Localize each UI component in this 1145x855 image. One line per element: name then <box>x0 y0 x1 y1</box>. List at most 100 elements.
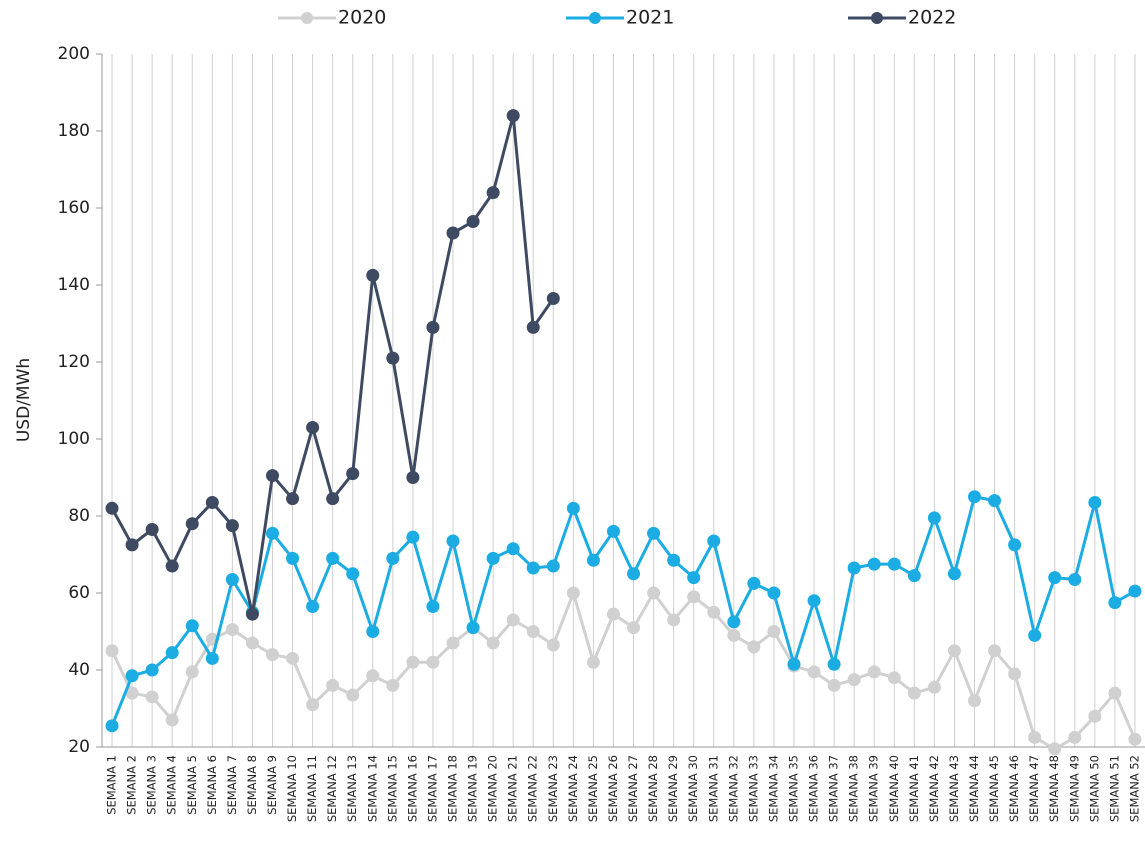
data-point <box>847 673 861 687</box>
x-tick-label: SEMANA 33 <box>746 755 760 822</box>
data-point <box>1108 596 1122 610</box>
x-tick-label: SEMANA 44 <box>967 755 981 822</box>
data-point <box>326 551 340 565</box>
y-tick-label: 80 <box>68 506 90 526</box>
data-point <box>406 530 420 544</box>
x-tick-label: SEMANA 36 <box>807 755 821 822</box>
data-point <box>907 569 921 583</box>
x-tick-label: SEMANA 29 <box>666 755 680 822</box>
data-point <box>1108 686 1122 700</box>
x-tick-label: SEMANA 46 <box>1007 755 1021 822</box>
y-tick-label: 120 <box>58 352 90 372</box>
data-point <box>486 186 500 200</box>
data-point <box>927 511 941 525</box>
x-tick-label: SEMANA 48 <box>1047 755 1061 822</box>
data-point <box>606 524 620 538</box>
data-point <box>647 526 661 540</box>
x-tick-label: SEMANA 50 <box>1087 755 1101 822</box>
series-line <box>110 591 1137 751</box>
data-point <box>346 467 360 481</box>
data-point <box>105 501 119 515</box>
x-tick-label: SEMANA 14 <box>365 755 379 822</box>
data-point <box>286 492 300 506</box>
data-point <box>225 519 239 533</box>
x-tick-label: SEMANA 49 <box>1067 755 1081 822</box>
data-point <box>947 644 961 658</box>
data-point <box>286 551 300 565</box>
data-point <box>286 651 300 665</box>
data-point <box>907 686 921 700</box>
legend-marker <box>589 12 601 24</box>
data-point <box>1008 538 1022 552</box>
y-axis-label: USD/MWh <box>14 358 34 442</box>
y-tick-label: 160 <box>58 198 90 218</box>
x-tick-label: SEMANA 30 <box>686 755 700 822</box>
x-tick-label: SEMANA 20 <box>486 755 500 822</box>
data-point <box>486 551 500 565</box>
series-line <box>110 495 1136 727</box>
data-point <box>185 665 199 679</box>
data-point <box>466 621 480 635</box>
data-point <box>165 713 179 727</box>
data-point <box>145 522 159 536</box>
x-tick-label: SEMANA 19 <box>466 755 480 822</box>
x-tick-label: SEMANA 8 <box>245 755 259 815</box>
data-point <box>546 559 560 573</box>
data-point <box>787 657 801 671</box>
data-point <box>767 625 781 638</box>
data-point <box>867 557 881 571</box>
data-point <box>1008 667 1022 681</box>
data-point <box>1088 709 1102 723</box>
data-point <box>165 559 179 573</box>
data-point <box>546 638 560 652</box>
x-tick-label: SEMANA 47 <box>1027 755 1041 822</box>
data-point <box>105 719 119 733</box>
data-point <box>386 351 400 365</box>
x-tick-label: SEMANA 3 <box>145 755 159 815</box>
legend-marker <box>871 12 883 24</box>
x-tick-label: SEMANA 25 <box>586 755 600 822</box>
data-point <box>366 669 380 683</box>
x-tick-label: SEMANA 22 <box>526 755 540 822</box>
x-tick-label: SEMANA 26 <box>606 755 620 822</box>
x-tick-label: SEMANA 39 <box>867 755 881 822</box>
x-tick-label: SEMANA 11 <box>305 755 319 822</box>
data-point <box>1028 730 1042 744</box>
data-point <box>767 586 781 600</box>
data-point <box>968 694 982 708</box>
data-point <box>105 644 119 658</box>
data-point <box>627 621 641 635</box>
x-tick-label: SEMANA 27 <box>626 755 640 822</box>
x-tick-label: SEMANA 17 <box>425 755 439 822</box>
data-point <box>426 320 440 334</box>
y-tick-label: 100 <box>58 429 90 449</box>
data-point <box>1128 732 1142 746</box>
x-tick-label: SEMANA 21 <box>506 755 520 822</box>
data-point <box>346 688 360 702</box>
data-point <box>566 586 580 600</box>
data-point <box>486 636 500 650</box>
data-point <box>165 646 179 660</box>
x-tick-label: SEMANA 13 <box>345 755 359 822</box>
legend-label: 2020 <box>338 7 386 29</box>
x-tick-label: SEMANA 1 <box>105 755 119 815</box>
data-point <box>667 613 681 627</box>
data-point <box>747 576 761 590</box>
data-point <box>887 557 901 571</box>
data-point <box>245 607 259 621</box>
data-point <box>988 644 1002 658</box>
x-tick-label: SEMANA 23 <box>546 755 560 822</box>
data-point <box>1068 573 1082 587</box>
data-point <box>225 573 239 587</box>
x-tick-label: SEMANA 4 <box>165 755 179 815</box>
x-tick-label: SEMANA 35 <box>786 755 800 822</box>
legend-marker <box>301 12 313 24</box>
data-point <box>847 561 861 575</box>
x-tick-label: SEMANA 18 <box>446 755 460 822</box>
y-tick-label: 140 <box>58 275 90 295</box>
data-point <box>326 492 340 506</box>
data-point <box>466 214 480 228</box>
legend-label: 2021 <box>626 7 674 29</box>
data-point <box>245 636 259 650</box>
